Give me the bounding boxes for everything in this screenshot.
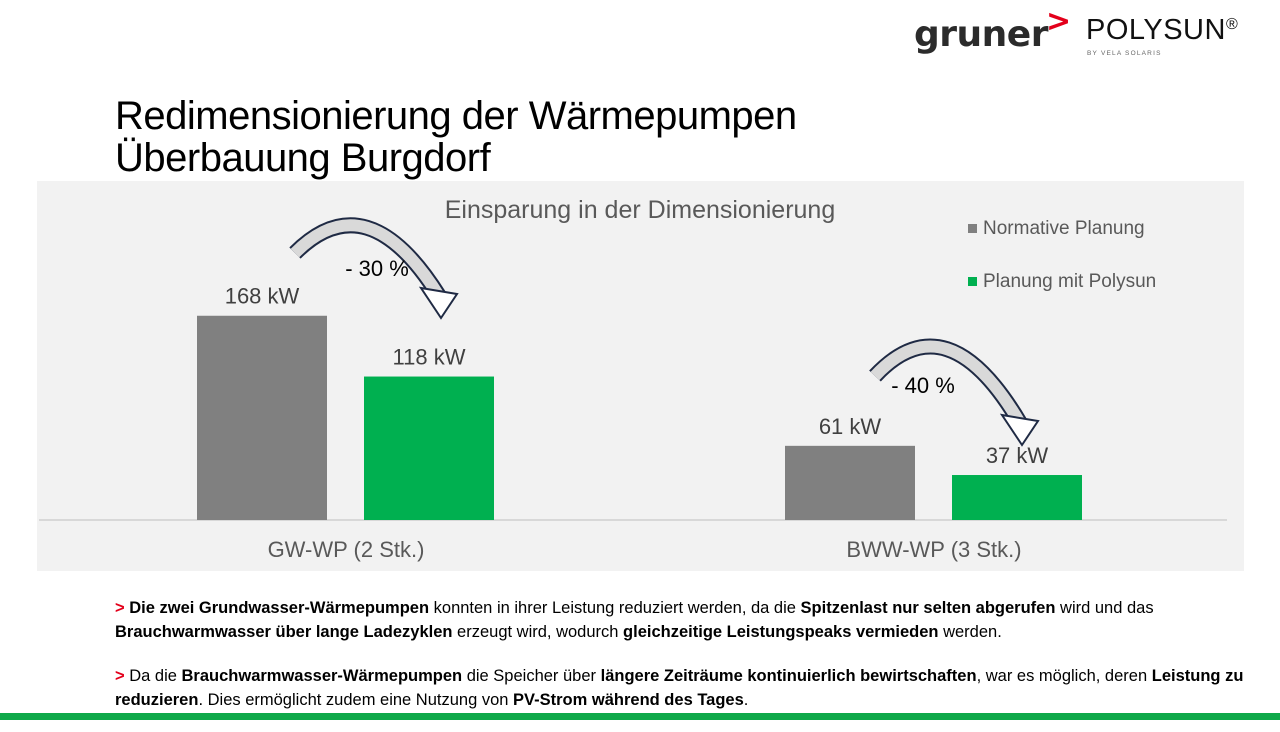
reduction-arrow-body-0 (290, 219, 445, 300)
p1-segment: erzeugt wird, wodurch (452, 623, 624, 641)
bar-value-label: 118 kW (393, 345, 466, 370)
polysun-logo-reg: ® (1225, 16, 1239, 33)
legend-swatch-0 (968, 224, 977, 233)
p2-segment: Da die (129, 667, 182, 685)
p1-segment: wird und das (1055, 599, 1154, 617)
bar-polysun-1 (952, 475, 1082, 520)
p2-segment: Leistung zu reduzieren (115, 667, 1244, 709)
explanation-paragraph-1: > Die zwei Grundwasser-Wärmepumpen konnt… (115, 596, 1265, 644)
p1-segment: > (115, 599, 130, 617)
p2-segment: PV-Strom während des Tages (513, 691, 744, 709)
bottom-accent-line (0, 713, 1280, 720)
polysun-logo-word: POLYSUN (1086, 14, 1226, 46)
page-title-line2: Überbauung Burgdorf (115, 136, 491, 180)
p2-segment: > (115, 667, 130, 685)
gruner-logo-chevron: > (1046, 4, 1072, 39)
p1-segment: werden. (938, 623, 1002, 641)
bar-normative-0 (197, 315, 327, 520)
polysun-logo-text: POLYSUN® (1086, 14, 1238, 47)
bar-value-label: 61 kW (819, 414, 882, 439)
page-title: Redimensionierung der Wärmepumpen Überba… (115, 95, 797, 179)
polysun-logo-subtitle: BY VELA SOLARIS (1087, 50, 1162, 57)
x-tick-label: GW-WP (2 Stk.) (268, 537, 425, 562)
p1-segment: Die zwei Grundwasser-Wärmepumpen (129, 599, 430, 617)
bar-chart: Einsparung in der Dimensionierung 168 kW 6… (39, 196, 1227, 562)
reduction-percent-label: - 30 % (345, 256, 409, 281)
bar-value-label: 37 kW (986, 443, 1049, 468)
page-title-line1: Redimensionierung der Wärmepumpen (115, 94, 797, 138)
p1-segment: Spitzenlast nur selten abgerufen (800, 599, 1056, 617)
bar-normative-1 (785, 445, 915, 520)
p2-segment: . Dies ermöglicht zudem eine Nutzung von (198, 691, 514, 709)
explanation-paragraph-2: > Da die Brauchwarmwasser-Wärmepumpen di… (115, 664, 1265, 712)
x-tick-label: BWW-WP (3 Stk.) (846, 537, 1021, 562)
reduction-arrow-head-0 (418, 286, 459, 320)
p2-segment: Brauchwarmwasser-Wärmepumpen (181, 667, 463, 685)
legend-label: Planung mit Polysun (983, 271, 1156, 292)
p1-segment: gleichzeitige Leistungspeaks vermieden (623, 623, 939, 641)
chart-title: Einsparung in der Dimensionierung (445, 196, 836, 224)
p2-segment: , war es möglich, deren (976, 667, 1152, 685)
gruner-logo-text: gruner (914, 14, 1048, 55)
chart-area: Einsparung in der Dimensionierung 168 kW 6… (37, 181, 1244, 571)
p1-segment: konnten in ihrer Leistung reduziert werd… (429, 599, 801, 617)
legend-label: Normative Planung (983, 218, 1145, 239)
legend-swatch-1 (968, 277, 977, 286)
bar-value-label: 168 kW (225, 284, 300, 309)
reduction-arrow-head-1 (999, 413, 1040, 447)
reduction-percent-label: - 40 % (891, 373, 955, 398)
bar-polysun-0 (364, 376, 494, 520)
reduction-arrow-body-1 (870, 340, 1026, 427)
p2-segment: . (743, 691, 749, 709)
p2-segment: längere Zeiträume kontinuierlich bewirts… (600, 667, 977, 685)
p1-segment: Brauchwarmwasser über lange Ladezyklen (115, 623, 453, 641)
explanation-text: > Die zwei Grundwasser-Wärmepumpen konnt… (115, 596, 1265, 732)
p2-segment: die Speicher über (462, 667, 601, 685)
